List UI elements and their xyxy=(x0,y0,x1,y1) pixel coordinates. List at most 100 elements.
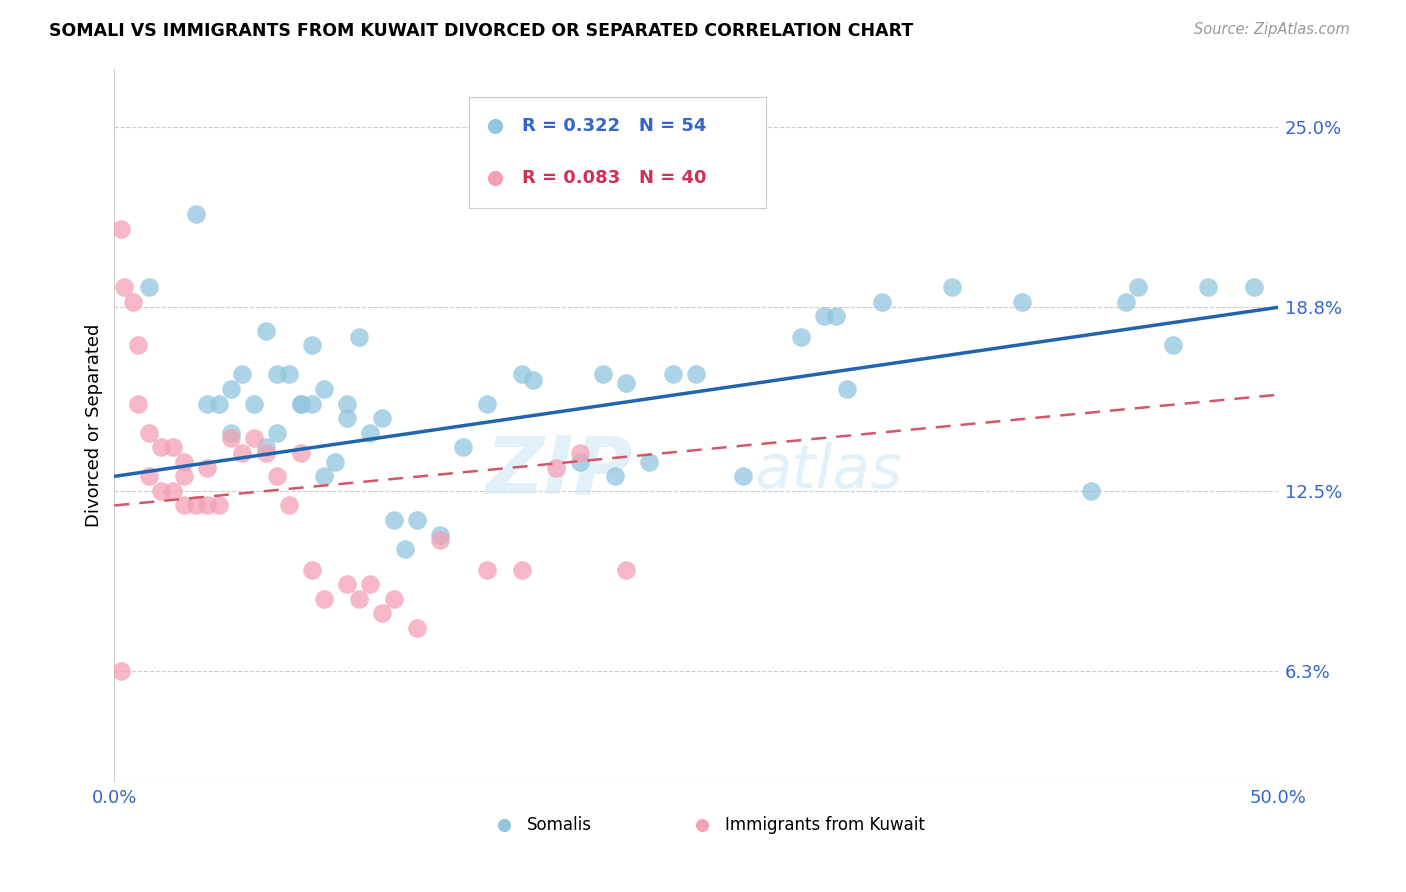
Point xyxy=(162,483,184,498)
Point xyxy=(112,280,135,294)
Point xyxy=(382,513,405,527)
Point xyxy=(1126,280,1149,294)
Point xyxy=(149,440,172,454)
Point xyxy=(325,455,347,469)
Point xyxy=(546,460,568,475)
Point xyxy=(1243,280,1265,294)
Point xyxy=(277,368,299,382)
Point xyxy=(266,368,288,382)
Point xyxy=(614,376,637,391)
Point xyxy=(184,207,207,221)
Point xyxy=(453,440,475,454)
Text: SOMALI VS IMMIGRANTS FROM KUWAIT DIVORCED OR SEPARATED CORRELATION CHART: SOMALI VS IMMIGRANTS FROM KUWAIT DIVORCE… xyxy=(49,22,914,40)
Point xyxy=(475,563,498,577)
Point xyxy=(1161,338,1184,352)
Point xyxy=(219,382,242,396)
Point xyxy=(429,533,451,548)
Point xyxy=(382,591,405,606)
Point xyxy=(870,294,893,309)
Point xyxy=(277,499,299,513)
Point xyxy=(824,309,846,323)
Point xyxy=(638,455,661,469)
Point xyxy=(359,425,381,440)
Point xyxy=(254,440,277,454)
Point xyxy=(266,425,288,440)
Point xyxy=(336,396,359,410)
Point xyxy=(394,542,416,557)
Point xyxy=(336,577,359,591)
Point xyxy=(301,338,323,352)
Point xyxy=(941,280,963,294)
Point xyxy=(138,425,160,440)
Point xyxy=(347,591,370,606)
Point xyxy=(837,382,859,396)
Point xyxy=(127,338,149,352)
Point xyxy=(254,446,277,460)
Point xyxy=(290,446,312,460)
Point xyxy=(731,469,754,483)
Point xyxy=(301,563,323,577)
Point xyxy=(359,577,381,591)
Point xyxy=(685,368,707,382)
Point xyxy=(219,425,242,440)
Point xyxy=(301,396,323,410)
Text: R = 0.322   N = 54: R = 0.322 N = 54 xyxy=(522,117,706,135)
Point xyxy=(510,368,533,382)
Point xyxy=(197,499,219,513)
Point xyxy=(405,513,427,527)
Point xyxy=(1115,294,1137,309)
Point xyxy=(173,455,195,469)
Point xyxy=(1197,280,1219,294)
Point xyxy=(312,591,335,606)
Text: Source: ZipAtlas.com: Source: ZipAtlas.com xyxy=(1194,22,1350,37)
Point xyxy=(371,606,394,620)
Point xyxy=(197,460,219,475)
Point xyxy=(1080,483,1102,498)
Point xyxy=(290,396,312,410)
Point xyxy=(243,432,266,446)
Point xyxy=(661,368,683,382)
Text: R = 0.083   N = 40: R = 0.083 N = 40 xyxy=(522,169,706,186)
Point xyxy=(312,382,335,396)
Point xyxy=(254,324,277,338)
Text: Immigrants from Kuwait: Immigrants from Kuwait xyxy=(725,816,925,834)
Point xyxy=(510,563,533,577)
Point xyxy=(208,396,231,410)
Point xyxy=(127,396,149,410)
Point xyxy=(219,432,242,446)
Point xyxy=(312,469,335,483)
Point xyxy=(138,469,160,483)
Text: Somalis: Somalis xyxy=(527,816,592,834)
Y-axis label: Divorced or Separated: Divorced or Separated xyxy=(86,324,103,527)
Point xyxy=(197,396,219,410)
Point xyxy=(290,396,312,410)
FancyBboxPatch shape xyxy=(470,97,766,208)
Point xyxy=(110,221,132,235)
Point xyxy=(813,309,835,323)
Point xyxy=(173,499,195,513)
Point xyxy=(405,621,427,635)
Point xyxy=(138,280,160,294)
Point xyxy=(110,665,132,679)
Point xyxy=(266,469,288,483)
Point xyxy=(231,368,253,382)
Point xyxy=(243,396,266,410)
Point xyxy=(475,396,498,410)
Point xyxy=(568,446,591,460)
Point xyxy=(614,563,637,577)
Point xyxy=(162,440,184,454)
Point xyxy=(122,294,145,309)
Point xyxy=(1011,294,1033,309)
Point xyxy=(522,373,544,387)
Point xyxy=(208,499,231,513)
Text: atlas: atlas xyxy=(754,442,903,501)
Point xyxy=(149,483,172,498)
Point xyxy=(429,527,451,541)
Point xyxy=(184,499,207,513)
Point xyxy=(336,411,359,425)
Point xyxy=(173,469,195,483)
Point xyxy=(789,329,811,343)
Point xyxy=(603,469,626,483)
Point xyxy=(231,446,253,460)
Point xyxy=(592,368,614,382)
